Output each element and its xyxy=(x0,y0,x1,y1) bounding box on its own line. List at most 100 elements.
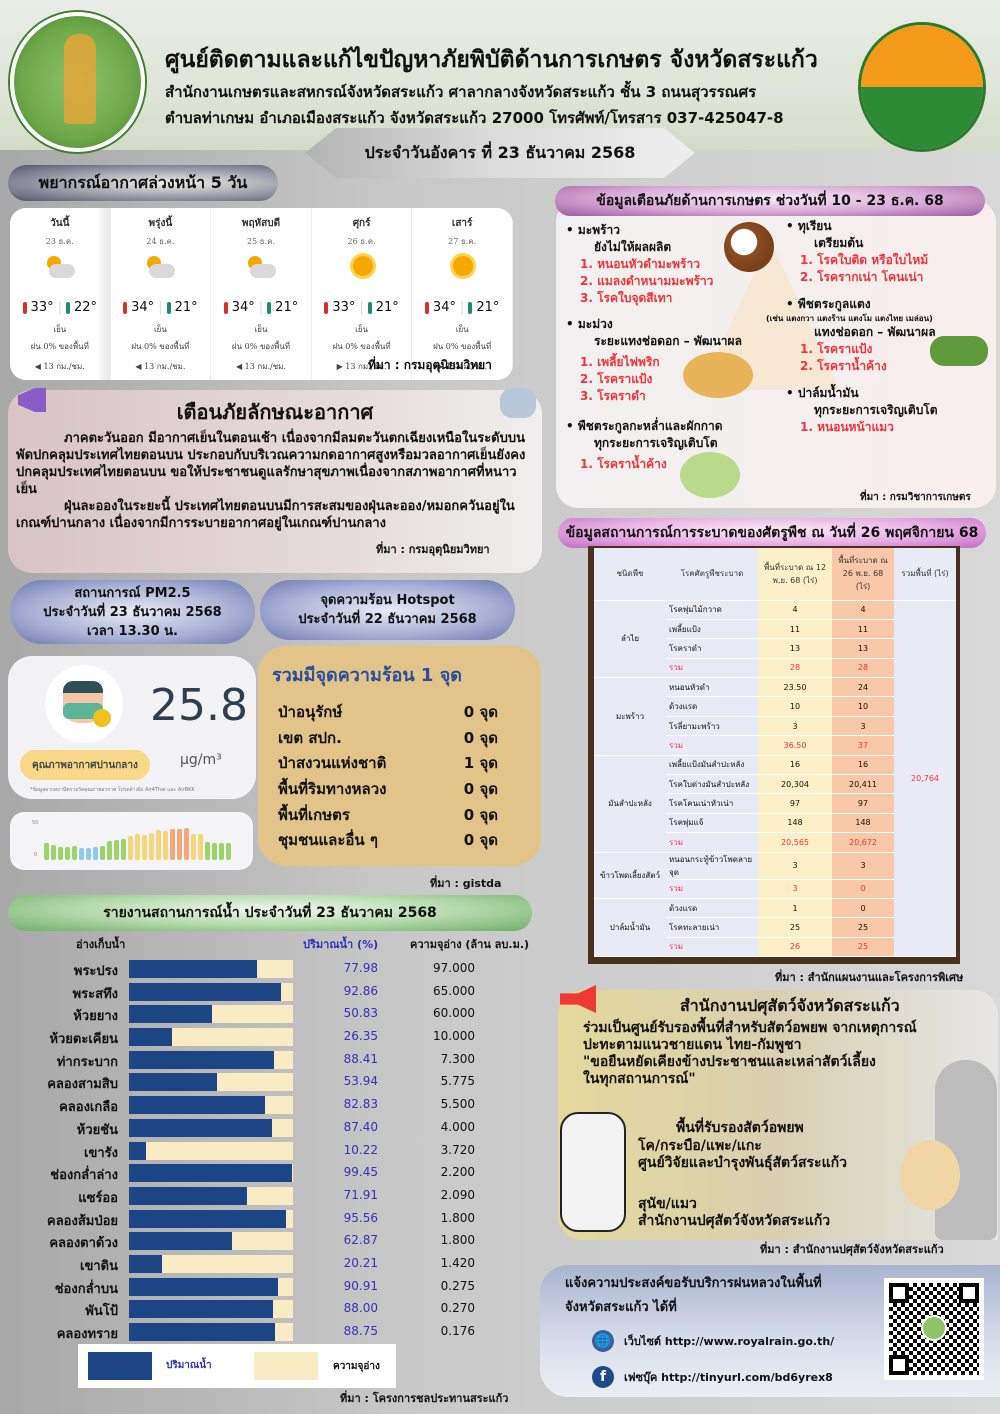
shelter-animals: โค/กระบือ/แพะ/แกะ xyxy=(638,1138,762,1154)
hotspot-row: ป่าสงวนแห่งชาติ 1 จุด xyxy=(278,751,498,777)
water-level-bar xyxy=(129,1323,275,1341)
temperature-range: 34° | 21° xyxy=(211,300,311,315)
temp-low: 22° xyxy=(73,300,98,315)
area-nov26-cell: 25 xyxy=(832,917,894,938)
condition: เย็น xyxy=(254,325,268,334)
water-percent: 88.00 xyxy=(343,1301,378,1316)
crop-stage: แทงช่อดอก – พัฒนาผล xyxy=(814,325,936,339)
water-percent: 53.94 xyxy=(343,1074,378,1089)
pest-row: ปาล์มน้ำมัน ด้วงแรด 1 0 xyxy=(594,898,956,958)
area-nov12-cell: 16 xyxy=(758,755,832,776)
hotspot-label: เขต สปก. xyxy=(278,728,342,747)
forecast-day: ศุกร์ 26 ธ.ค. 33° | 21° เย็น ฝน 0% ของพื… xyxy=(312,208,413,380)
col-header: พื้นที่ระบาด ณ 26 พ.ย. 68 (ไร่) xyxy=(832,548,894,601)
facebook-url[interactable]: เฟซบุ๊ค http://tinyurl.com/bd6yrex8 xyxy=(624,1371,833,1384)
capacity-bar xyxy=(129,1005,293,1024)
pest-name-cell: โรคพุ่มไม้กวาด xyxy=(666,600,758,620)
condition: เย็น xyxy=(455,325,469,334)
water-percent: 92.86 xyxy=(343,983,378,998)
area-nov12-cell: 20,565 xyxy=(758,832,832,853)
pm25-unit: µg/m³ xyxy=(180,752,222,768)
reservoir-capacity: 5.775 xyxy=(440,1074,475,1089)
hotspot-value: 0 จุด xyxy=(463,728,498,747)
hotspot-row: พื้นที่เกษตร 0 จุด xyxy=(278,803,498,829)
forecast-day: เสาร์ 27 ธ.ค. 34° | 21° เย็น ฝน 0% ของพื… xyxy=(412,208,513,380)
crop-cell: มะพร้าว xyxy=(594,677,666,756)
day-date: 26 ธ.ค. xyxy=(347,237,376,246)
pm25-bar xyxy=(107,841,112,860)
website-link[interactable]: 🌐 เว็บไซต์ http://www.royalrain.go.th/ xyxy=(592,1330,834,1352)
pest-name-cell: เพลี้ยแป้งมันสำปะหลัง xyxy=(666,755,758,776)
reservoir-capacity: 4.000 xyxy=(440,1119,475,1134)
hotspot-source: ที่มา : gistda xyxy=(430,877,502,890)
pest-name-cell: โรคโคนเน่าหัวเน่า xyxy=(666,793,758,814)
pm25-heading: สถานการณ์ PM2.5 ประจำวันที่ 23 ธันวาคม 2… xyxy=(10,580,255,644)
forecast-day: วันนี้ 23 ธ.ค. 33° | 22° เย็น ฝน 0% ของพ… xyxy=(10,208,111,380)
livestock-title: สำนักงานปศุสัตว์จังหวัดสระแก้ว xyxy=(680,996,900,1015)
reservoir-name: ห้วยยาง xyxy=(73,1009,118,1025)
pest-name-cell: หนอนหัวดำ xyxy=(666,677,758,698)
facebook-link[interactable]: f เฟซบุ๊ค http://tinyurl.com/bd6yrex8 xyxy=(592,1366,833,1388)
hotspot-row: ชุมชนและอื่น ๆ 0 จุด xyxy=(278,828,498,854)
reservoir-row: คลองทราย 88.75 0.176 xyxy=(0,1321,540,1344)
area-nov12-cell: 148 xyxy=(758,813,832,834)
reservoir-name: ช่องกล่ำบน xyxy=(54,1281,118,1297)
cloud-icon xyxy=(48,264,75,278)
pm25-bar xyxy=(93,847,98,860)
area-nov26-cell: 148 xyxy=(832,813,894,834)
water-percent: 50.83 xyxy=(343,1006,378,1021)
weather-icon xyxy=(43,254,77,286)
weather-warning-text: ภาคตะวันออก มีอากาศเย็นในตอนเช้า เนื่องจ… xyxy=(16,430,536,532)
website-url[interactable]: เว็บไซต์ http://www.royalrain.go.th/ xyxy=(624,1335,835,1348)
pest-row: รวม 3 0 xyxy=(594,879,956,899)
water-level-bar xyxy=(129,1277,279,1296)
area-nov12-cell: 25 xyxy=(758,917,832,938)
crop-cell: ข้าวโพดเลี้ยงสัตว์ xyxy=(594,852,666,899)
area-nov26-cell: 10 xyxy=(832,696,894,717)
cucumber-image xyxy=(930,336,988,366)
area-nov12-cell: 3 xyxy=(758,852,832,880)
reservoir-name: คลองตาด้วง xyxy=(49,1236,118,1252)
reservoir-capacity: 2.200 xyxy=(440,1165,475,1180)
legend-label-water: ปริมาณน้ำ xyxy=(166,1360,212,1371)
agri-palm: • ปาล์มน้ำมัน ทุกระยะการเจริญเติบโต 1. ห… xyxy=(786,385,938,436)
day-name: วันนี้ xyxy=(50,218,70,229)
thermometer-cold-icon xyxy=(166,301,171,314)
hotspot-total: รวมมีจุดความร้อน 1 จุด xyxy=(272,665,462,686)
message-line: "ขอยืนหยัดเคียงข้างประชาชนและเหล่าสัตว์เ… xyxy=(583,1054,876,1070)
pest-item: 3. โรคราดำ xyxy=(580,389,646,403)
capacity-bar xyxy=(129,1050,293,1069)
hotspot-heading: จุดความร้อน Hotspot ประจำวันที่ 22 ธันวา… xyxy=(260,580,515,640)
shelter-area-1: โค/กระบือ/แพะ/แกะ ศูนย์วิจัยและบำรุงพันธ… xyxy=(638,1138,847,1172)
capacity-bar xyxy=(129,1028,293,1047)
reservoir-capacity: 0.275 xyxy=(440,1278,475,1293)
pm25-bar xyxy=(72,845,77,860)
pm25-bar xyxy=(44,842,49,860)
pm25-note: *ข้อมูลจากสถานีตรวจวัดคุณภาพอากาศ โปรดอ้… xyxy=(30,787,195,793)
area-nov26-cell: 13 xyxy=(832,638,894,659)
qr-code[interactable] xyxy=(884,1278,984,1380)
area-nov12-cell: 20,304 xyxy=(758,774,832,795)
pm25-bar xyxy=(114,840,119,860)
pest-item: 1. โรคราน้ำค้าง xyxy=(580,457,667,471)
cabbage-image xyxy=(680,452,740,498)
pm25-bar xyxy=(212,842,217,860)
water-level-bar xyxy=(129,960,257,978)
pest-row: ข้าวโพดเลี้ยงสัตว์ หนอนกระทู้ข้าวโพดลายจุ… xyxy=(594,852,956,899)
pest-row: โรคราดำ 13 13 xyxy=(594,638,956,659)
area-nov12-cell: 11 xyxy=(758,619,832,640)
hotspot-label: ชุมชนและอื่น ๆ xyxy=(278,831,378,850)
hotspot-value: 0 จุด xyxy=(463,703,498,721)
weather-forecast-heading: พยากรณ์อากาศล่วงหน้า 5 วัน xyxy=(8,165,278,201)
water-level-bar xyxy=(129,1164,293,1183)
pm25-bar xyxy=(170,829,175,860)
reservoir-name: คลองเกลือ xyxy=(59,1100,118,1116)
reservoir-name: พระสทึง xyxy=(72,986,118,1002)
ministry-logo-icon xyxy=(10,12,145,152)
pest-row: มันสำปะหลัง เพลี้ยแป้งมันสำปะหลัง 16 16 xyxy=(594,755,956,853)
pest-name-cell: โรลี่ยามะพร้าว xyxy=(666,716,758,737)
pest-item: 2. แมลงดำหนามมะพร้าว xyxy=(580,274,714,288)
area-nov12-cell: 28 xyxy=(758,658,832,679)
reservoir-capacity: 1.800 xyxy=(440,1233,475,1248)
water-percent: 88.75 xyxy=(343,1324,378,1338)
